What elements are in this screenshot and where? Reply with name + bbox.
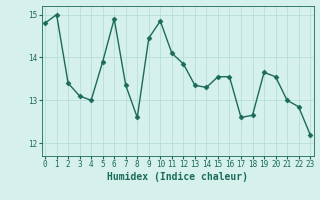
X-axis label: Humidex (Indice chaleur): Humidex (Indice chaleur) [107, 172, 248, 182]
